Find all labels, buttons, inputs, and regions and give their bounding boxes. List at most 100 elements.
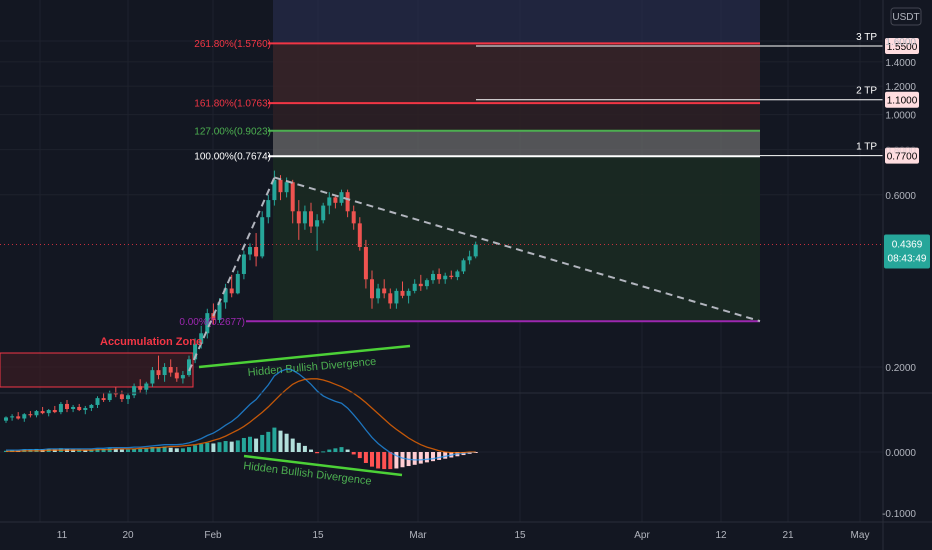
time-axis-tick: Mar (409, 530, 427, 541)
candle-body (424, 280, 429, 287)
candle-body (321, 205, 326, 221)
candle-body (132, 386, 137, 396)
candle-body (89, 404, 94, 408)
macd-histogram-bar (309, 449, 313, 452)
time-axis-tick: Feb (204, 530, 222, 541)
candle-body (412, 283, 417, 291)
macd-histogram-bar (443, 452, 448, 459)
candle-body (296, 211, 301, 224)
fib-label: 100.00%(0.7674) (194, 152, 271, 163)
candle-body (400, 290, 405, 296)
candle-body (290, 182, 295, 212)
time-axis-tick: 15 (312, 530, 324, 541)
candle-body (284, 182, 289, 193)
candle-body (254, 246, 259, 257)
time-axis-tick: 20 (122, 530, 134, 541)
fib-label: 0.00%(0.2677) (179, 317, 245, 328)
trendline-down (274, 176, 761, 323)
candle-body (22, 414, 27, 419)
macd-histogram-bar (357, 452, 362, 459)
macd-histogram-bar (217, 442, 222, 452)
candle-body (449, 275, 454, 278)
candle-body (205, 313, 210, 334)
macd-histogram-bar (180, 448, 185, 452)
macd-histogram-bar (321, 451, 326, 453)
macd-histogram-bar (83, 450, 88, 452)
macd-histogram-bar (345, 449, 350, 452)
time-axis-tick: 11 (57, 530, 68, 541)
currency-box (890, 7, 922, 26)
candle-body (65, 403, 69, 409)
candle-body (40, 411, 45, 414)
candle-body (77, 406, 82, 411)
candle-body (193, 343, 198, 360)
macd-histogram-bar (223, 441, 228, 452)
time-axis-tick: Apr (634, 530, 650, 541)
fib-zone-top (273, 0, 760, 44)
macd-histogram-bar (187, 447, 191, 452)
price-divergence-line (198, 344, 411, 369)
macd-histogram-bar (290, 438, 295, 452)
candle-body (156, 370, 161, 376)
macd-histogram-bar (193, 445, 198, 452)
macd-histogram-bar (376, 452, 381, 469)
macd-axis-tick: -0.1000 (882, 509, 916, 520)
candle-body (370, 279, 374, 299)
macd-histogram-bar (162, 446, 167, 452)
tp-badge (885, 91, 919, 108)
macd-histogram-bar (278, 430, 283, 452)
macd-histogram-bar (296, 442, 301, 452)
candle-body (10, 416, 15, 418)
macd-histogram-bar (241, 437, 246, 452)
candle-body (28, 414, 33, 416)
candle-body (437, 273, 442, 280)
macd-histogram-bar (333, 448, 338, 452)
candle-body (34, 411, 39, 416)
macd-histogram-bar (235, 440, 240, 452)
macd-histogram-bar (95, 448, 100, 452)
macd-histogram-bar (400, 452, 405, 468)
candle-body (229, 288, 234, 294)
currency-label: USDT (892, 12, 919, 23)
price-axis-tick: 0.2000 (885, 363, 916, 374)
fib-label: 127.00%(0.9023) (194, 126, 271, 137)
tp-label: 2 TP (856, 86, 877, 97)
tp-badge-text: 1.5500 (887, 42, 918, 53)
candle-body (58, 403, 63, 413)
macd-histogram-bar (205, 442, 210, 452)
candle-body (162, 367, 167, 376)
macd-histogram-bar (138, 448, 143, 452)
candle-body (174, 372, 179, 379)
candle-body (406, 290, 411, 296)
macd-histogram-bar (119, 449, 124, 452)
macd-histogram-bar (254, 438, 259, 452)
candle-body (223, 288, 228, 303)
tp-badge-text: 0.7700 (887, 152, 918, 163)
price-axis-tick: 1.4000 (885, 58, 916, 69)
candle-body (461, 260, 466, 272)
macd-histogram-bar (174, 448, 179, 452)
accumulation-label: Accumulation Zone (100, 336, 202, 348)
accumulation-zone-box (0, 352, 194, 388)
macd-histogram-bar (339, 447, 344, 452)
macd-histogram-bar (168, 447, 173, 452)
time-axis-tick: 15 (514, 530, 526, 541)
candle-body (248, 246, 252, 255)
candle-body (52, 410, 57, 413)
candle-body (455, 271, 460, 278)
candle-body (315, 220, 320, 227)
macd-histogram-bar (363, 452, 368, 463)
candle-body (278, 179, 283, 193)
candle-body (351, 211, 356, 224)
macd-histogram-bar (284, 433, 289, 452)
macd-histogram-bar (327, 449, 332, 452)
candle-body (107, 392, 112, 401)
candle-body (376, 288, 381, 299)
tp-badge (885, 147, 919, 164)
macd-histogram-bar (437, 452, 442, 460)
macd-histogram-bar (144, 448, 149, 452)
macd-histogram-bar (388, 452, 393, 470)
candle-body (187, 359, 191, 376)
